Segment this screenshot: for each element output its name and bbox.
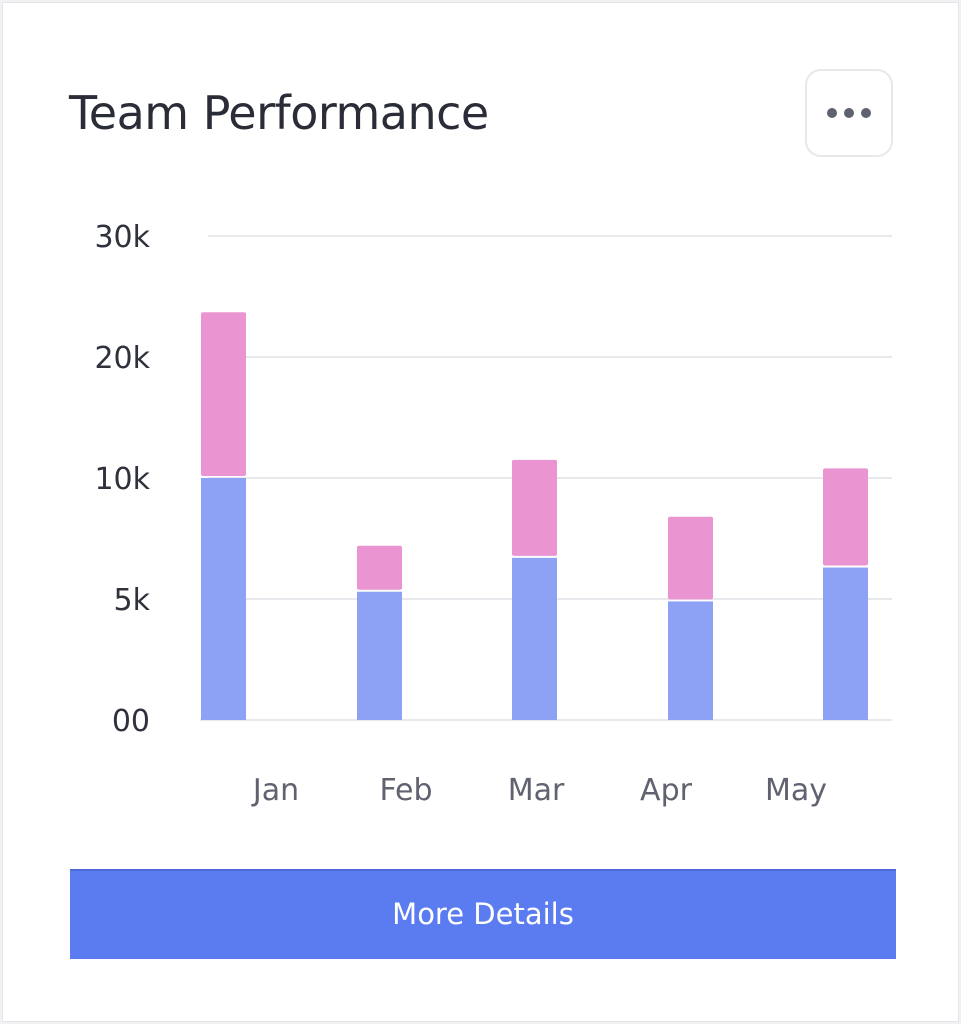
x-tick-label: Apr xyxy=(640,773,693,808)
bar-segment-apr-1 xyxy=(668,516,713,600)
y-axis-ticks: 00 5k 10k 20k 30k xyxy=(94,220,150,739)
bar-segment-feb-0 xyxy=(357,591,402,720)
bar-segment-may-0 xyxy=(823,567,868,720)
bar-segment-jan-0 xyxy=(201,478,246,720)
bar-segment-mar-1 xyxy=(512,459,557,556)
more-details-button[interactable]: More Details xyxy=(70,869,896,959)
more-options-button[interactable] xyxy=(805,69,893,157)
x-tick-label: Feb xyxy=(379,773,432,808)
x-tick-label: Mar xyxy=(508,773,565,808)
more-horizontal-icon xyxy=(861,108,871,118)
x-tick-label: Jan xyxy=(251,773,299,808)
y-tick-label: 00 xyxy=(112,704,150,739)
y-tick-label: 10k xyxy=(94,462,150,497)
more-horizontal-icon xyxy=(827,108,837,118)
x-axis-ticks: Jan Feb Mar Apr May xyxy=(251,773,827,808)
x-tick-label: May xyxy=(765,773,827,808)
bar-segment-jan-1 xyxy=(201,312,246,476)
y-tick-label: 20k xyxy=(94,341,150,376)
y-tick-label: 30k xyxy=(94,220,150,255)
bar-segment-apr-0 xyxy=(668,601,713,720)
card-title: Team Performance xyxy=(69,86,489,140)
bar-segment-may-1 xyxy=(823,468,868,566)
y-tick-label: 5k xyxy=(114,583,151,618)
more-horizontal-icon xyxy=(844,108,854,118)
chart-bars xyxy=(201,312,868,720)
bar-segment-feb-1 xyxy=(357,545,402,590)
bar-segment-mar-0 xyxy=(512,557,557,720)
